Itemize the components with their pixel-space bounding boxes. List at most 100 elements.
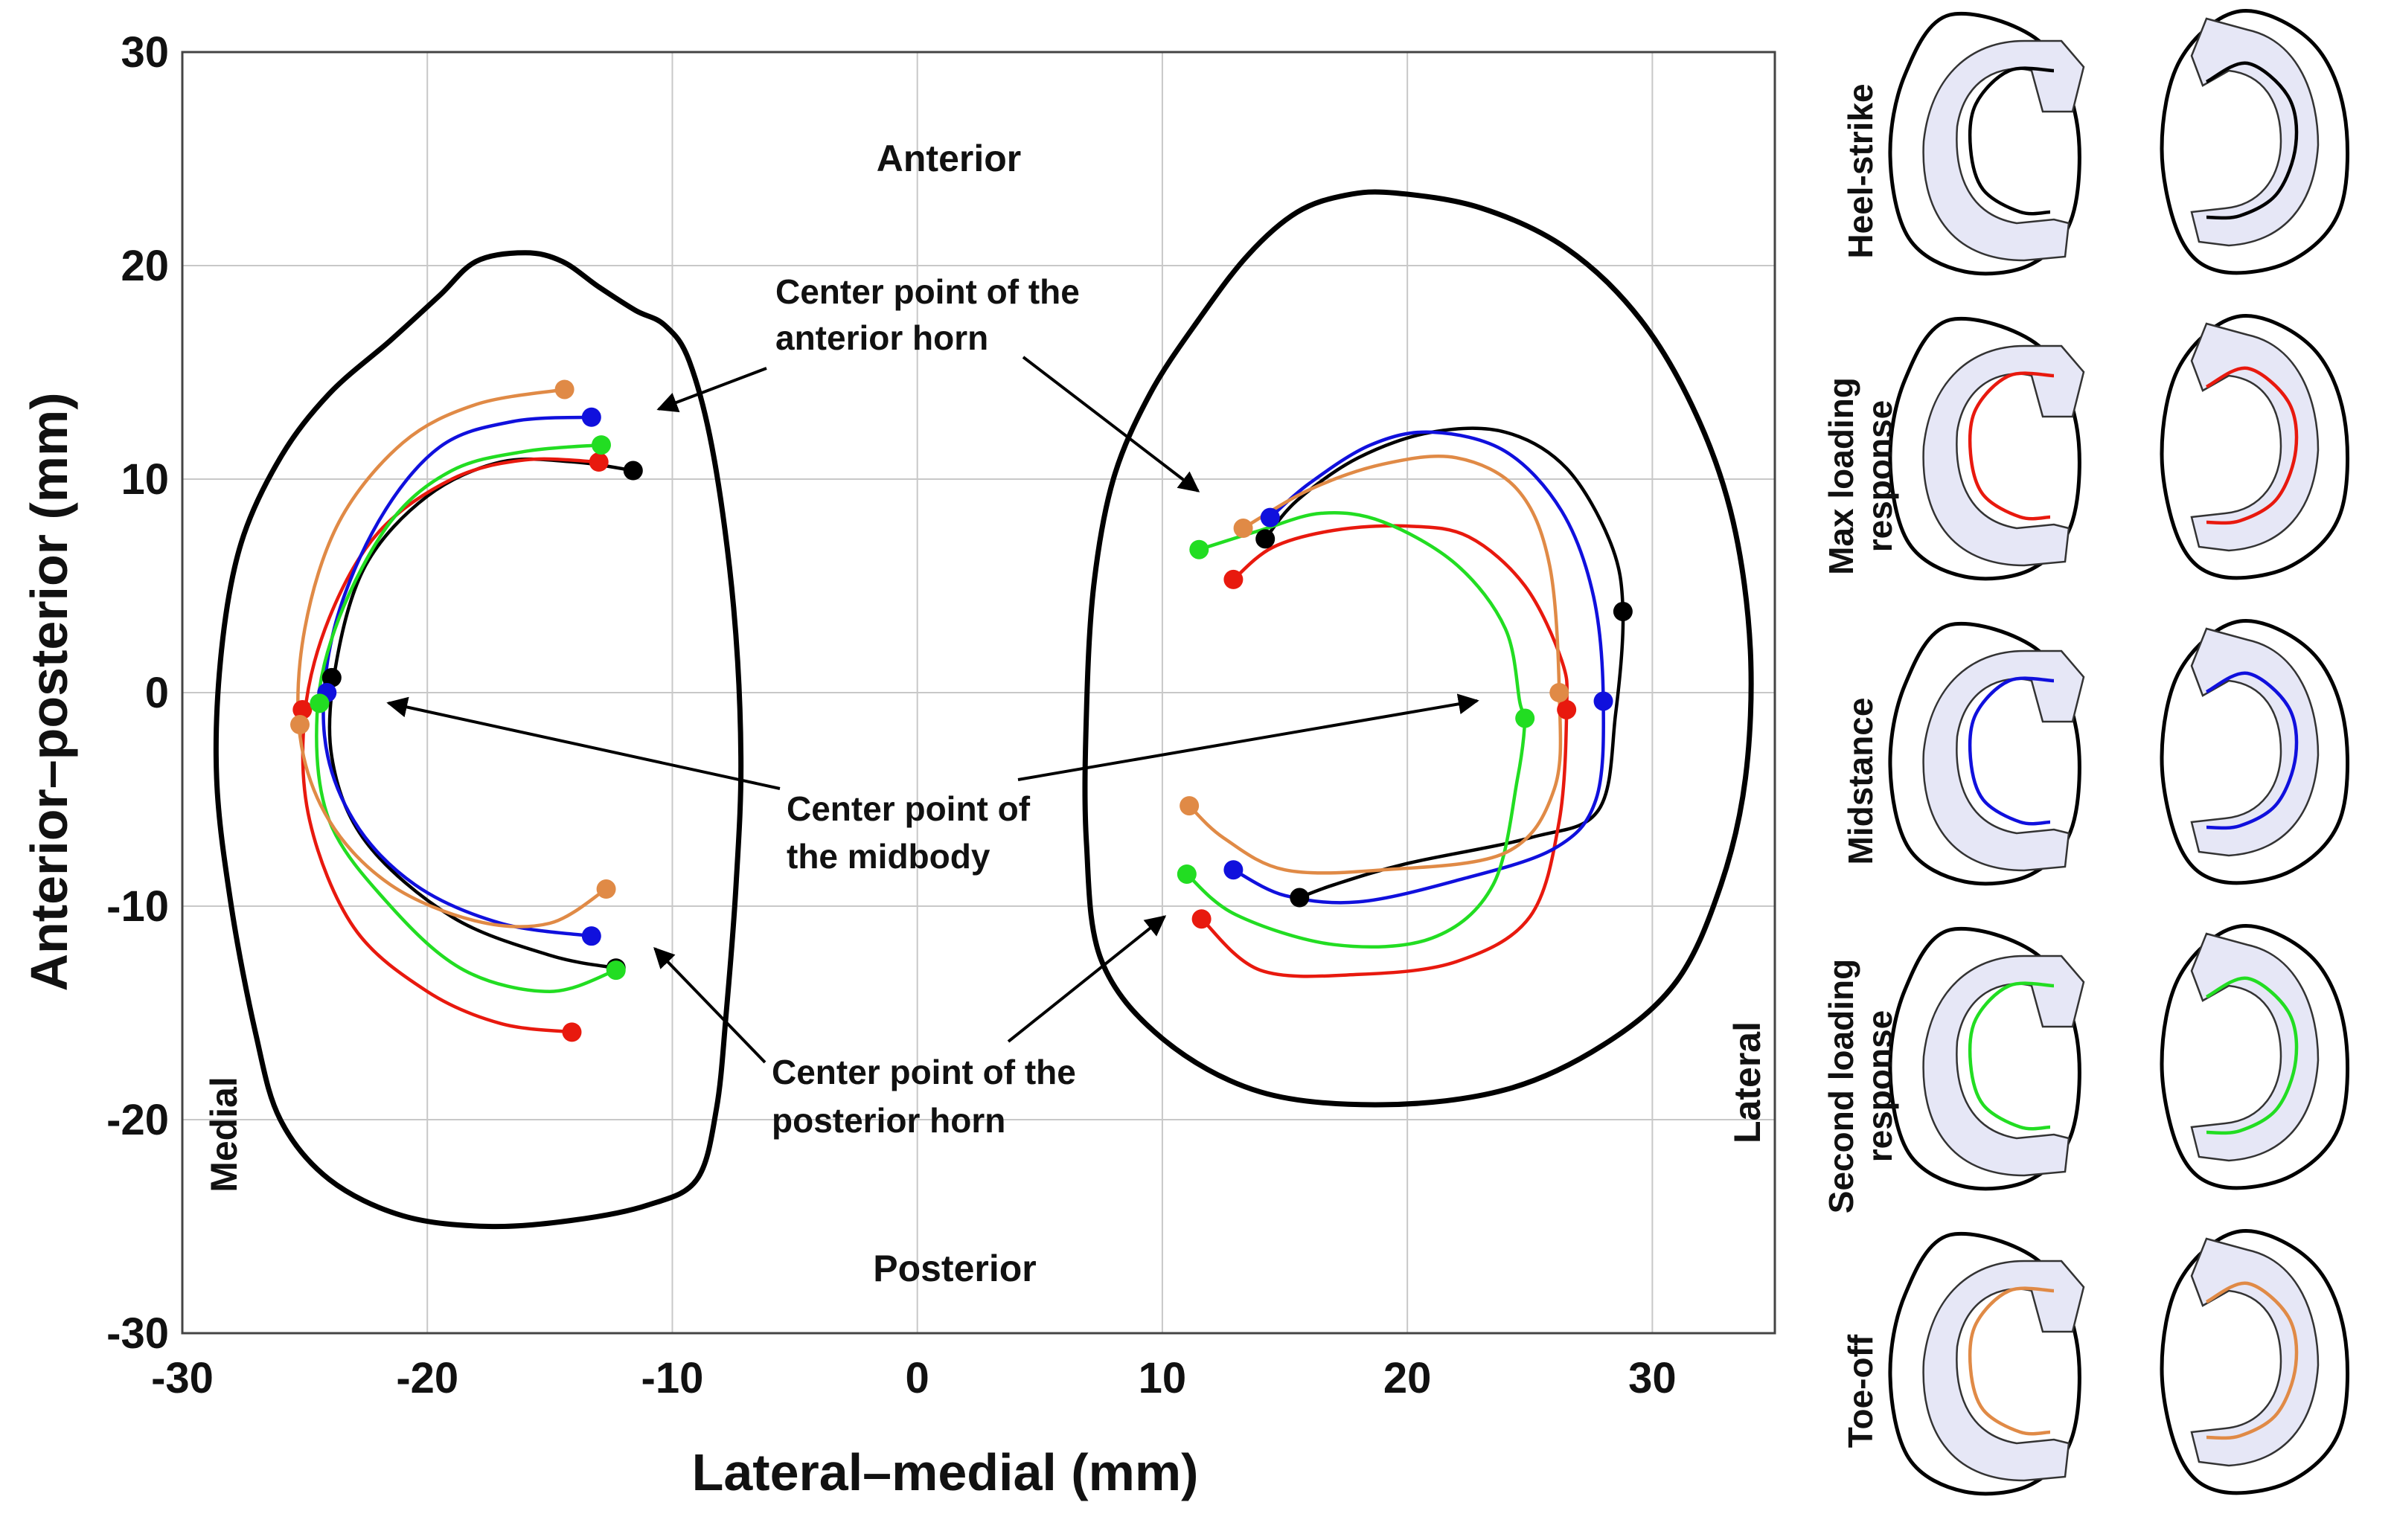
y-tick-label: 20 <box>121 242 169 290</box>
point-max-loading-response <box>562 1022 582 1042</box>
point-heel-strike <box>1290 888 1310 908</box>
y-axis-title: Anterior–posterior (mm) <box>20 392 78 991</box>
y-tick-label: 30 <box>121 28 169 77</box>
arrow-anterior-horn-lateral <box>1022 356 1200 493</box>
inset-lateral-midline <box>2205 1281 2299 1440</box>
inset-phase-label: Midstance <box>1841 698 1880 865</box>
inset-medial-meniscus <box>1922 344 2085 567</box>
inset-lateral-meniscus <box>2190 1237 2320 1467</box>
inset-medial-midline <box>1968 981 2055 1131</box>
point-toe-off <box>1233 519 1253 539</box>
tick-labels: -30 -20 -10 0 10 20 30 -30 -20 -10 0 10 20 30 <box>106 28 1676 1402</box>
plateau-outlines <box>213 189 1754 1230</box>
inset-row: Heel-strike <box>1841 8 2350 276</box>
inset-row: Toe-off <box>1841 1228 2350 1496</box>
x-tick-label: -30 <box>151 1354 214 1402</box>
y-tick-label: -10 <box>106 882 169 931</box>
point-toe-off <box>1180 796 1200 816</box>
point-second-loading-response <box>310 693 330 713</box>
y-tick-label: 0 <box>145 669 169 717</box>
point-max-loading-response <box>1191 909 1212 929</box>
inset-medial-midline <box>1968 371 2055 521</box>
point-second-loading-response <box>1189 539 1209 559</box>
inset-medial-meniscus <box>1922 649 2085 872</box>
annotation-posterior-horn-line1: Center point of the <box>772 1053 1076 1091</box>
point-max-loading-response <box>292 699 313 719</box>
point-heel-strike <box>321 667 342 687</box>
point-heel-strike <box>623 461 643 481</box>
x-tick-label: 0 <box>906 1354 929 1402</box>
point-midstance <box>581 926 601 946</box>
inset-row: Second loading response <box>1822 923 2350 1213</box>
inset-medial-meniscus <box>1922 1260 2085 1482</box>
point-second-loading-response <box>606 960 626 981</box>
point-midstance <box>1223 860 1244 880</box>
point-max-loading-response <box>1223 569 1244 589</box>
series-midstance-lateral <box>1232 430 1606 905</box>
point-midstance <box>1593 691 1613 711</box>
arrow-midbody-medial <box>386 696 781 790</box>
x-tick-label: 30 <box>1628 1354 1677 1402</box>
region-label-anterior: Anterior <box>877 138 1021 179</box>
x-tick-label: 10 <box>1139 1354 1187 1402</box>
inset-phase-label: Second loading <box>1822 959 1860 1213</box>
inset-medial-midline <box>1968 66 2055 216</box>
point-heel-strike <box>1613 601 1633 621</box>
inset-row: Max loading response <box>1822 313 2350 581</box>
point-toe-off <box>290 715 310 735</box>
y-tick-label: 10 <box>121 455 169 504</box>
lateral-plateau-outline <box>1082 189 1754 1108</box>
point-second-loading-response <box>591 435 611 455</box>
inset-lateral-meniscus <box>2190 322 2320 552</box>
point-toe-off <box>554 379 575 400</box>
inset-lateral-midline <box>2205 366 2299 525</box>
point-toe-off <box>596 879 616 899</box>
arrow-posterior-horn-lateral <box>1007 915 1167 1043</box>
point-midstance <box>1260 507 1280 527</box>
region-label-medial: Medial <box>203 1077 245 1193</box>
inset-lateral-midline <box>2205 976 2299 1135</box>
x-tick-label: -20 <box>396 1354 458 1402</box>
y-tick-label: -20 <box>106 1096 169 1144</box>
inset-medial-midline <box>1968 1286 2055 1436</box>
inset-lateral-meniscus <box>2190 17 2320 247</box>
inset-row: Midstance <box>1841 618 2350 886</box>
grid <box>182 52 1775 1333</box>
point-toe-off <box>1549 683 1569 702</box>
series-curves <box>290 379 1633 1042</box>
point-max-loading-response <box>589 452 609 472</box>
annotation-arrows <box>386 356 1479 1064</box>
inset-lateral-midline <box>2205 671 2299 830</box>
x-tick-label: -10 <box>641 1354 704 1402</box>
inset-lateral-midline <box>2205 61 2299 220</box>
inset-phase-label: Toe-off <box>1841 1334 1880 1448</box>
inset-phase-label: response <box>1860 1010 1899 1163</box>
x-tick-label: 20 <box>1383 1354 1432 1402</box>
annotation-anterior-horn-line1: Center point of the <box>775 272 1080 311</box>
inset-phase-label: response <box>1860 400 1899 553</box>
annotation-midbody-line2: the midbody <box>787 837 990 876</box>
x-axis-title: Lateral–medial (mm) <box>692 1443 1199 1501</box>
plot-frame <box>181 51 1776 1335</box>
inset-lateral-meniscus <box>2190 932 2320 1162</box>
annotation-midbody-line1: Center point of <box>787 789 1031 828</box>
series-second-loading-response-medial <box>315 443 618 994</box>
inset-lateral-meniscus <box>2190 627 2320 857</box>
annotation-posterior-horn-line2: posterior horn <box>772 1101 1005 1140</box>
inset-medial-midline <box>1968 676 2055 826</box>
inset-medial-meniscus <box>1922 955 2085 1177</box>
arrow-anterior-horn-medial <box>656 367 767 413</box>
point-second-loading-response <box>1177 864 1197 884</box>
point-midstance <box>581 407 601 427</box>
arrow-posterior-horn-medial <box>653 946 766 1064</box>
arrow-midbody-lateral <box>1017 693 1479 781</box>
series-heel-strike-lateral <box>1263 426 1625 899</box>
point-second-loading-response <box>1515 708 1535 728</box>
region-label-posterior: Posterior <box>873 1248 1037 1289</box>
inset-phase-label: Max loading <box>1822 377 1860 575</box>
region-label-lateral: Lateral <box>1726 1021 1768 1143</box>
annotation-anterior-horn-line2: anterior horn <box>775 318 988 357</box>
point-max-loading-response <box>1557 699 1577 719</box>
